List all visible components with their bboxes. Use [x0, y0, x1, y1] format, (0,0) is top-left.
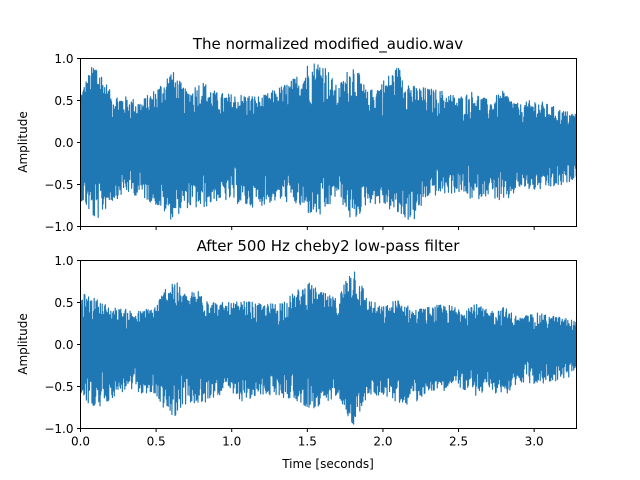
bottom-x-axis-label: Time [seconds]	[281, 457, 374, 471]
top-waveform	[80, 63, 577, 220]
bottom-subplot: After 500 Hz cheby2 low-pass filter Ampl…	[16, 237, 577, 471]
top-ytick-label: −0.5	[44, 178, 73, 192]
bottom-series-line	[80, 271, 577, 425]
bottom-waveform	[80, 271, 577, 425]
top-series-line	[80, 63, 577, 220]
bottom-ytick-label: 0.0	[54, 338, 73, 352]
top-ytick-label: −1.0	[44, 220, 73, 234]
bottom-xtick-label: 0.0	[71, 435, 90, 449]
bottom-xtick-label: 3.0	[525, 435, 544, 449]
bottom-ytick-label: −0.5	[44, 380, 73, 394]
bottom-ytick-label: −1.0	[44, 422, 73, 436]
top-y-axis-label: Amplitude	[16, 111, 30, 173]
bottom-xtick-label: 1.0	[222, 435, 241, 449]
bottom-xtick-label: 0.5	[147, 435, 166, 449]
bottom-ytick-label: 0.5	[54, 296, 73, 310]
bottom-xtick-label: 2.0	[373, 435, 392, 449]
bottom-tick-group: 1.00.50.0−0.5−1.00.0 0.5 1.0 1.5 2.0 2.5 3.0	[44, 254, 543, 449]
bottom-y-axis-label: Amplitude	[16, 313, 30, 375]
bottom-ytick-label: 1.0	[54, 254, 73, 268]
top-subplot: The normalized modified_audio.wav Amplit…	[16, 35, 577, 234]
top-chart-title: The normalized modified_audio.wav	[192, 35, 463, 54]
bottom-xtick-label: 2.5	[449, 435, 468, 449]
top-axes-frame	[80, 58, 577, 227]
top-tick-group: 1.0 0.5 0.0 −0.5 −1.0	[44, 52, 535, 234]
bottom-axes-frame	[80, 260, 577, 429]
top-ytick-label: 0.0	[54, 136, 73, 150]
bottom-chart-title: After 500 Hz cheby2 low-pass filter	[197, 237, 461, 255]
bottom-xtick-label: 1.5	[298, 435, 317, 449]
top-ytick-label: 1.0	[54, 52, 73, 66]
top-ytick-label: 0.5	[54, 94, 73, 108]
